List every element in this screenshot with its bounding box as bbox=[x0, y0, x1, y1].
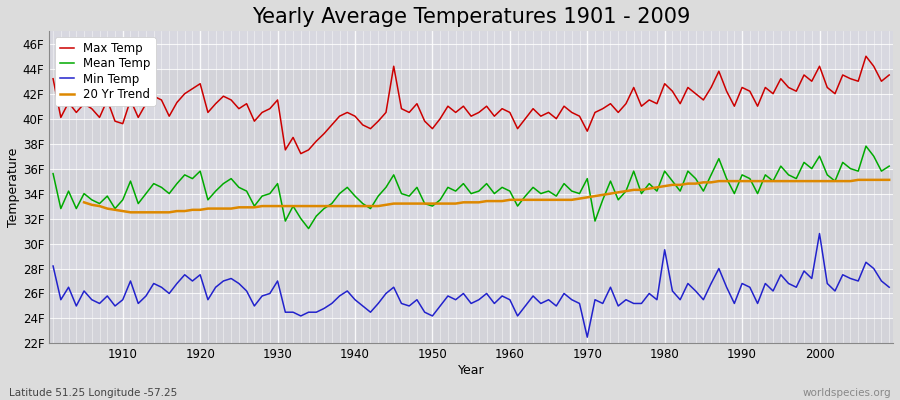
Y-axis label: Temperature: Temperature bbox=[7, 148, 20, 227]
Max Temp bbox=[884, 72, 895, 77]
Bar bbox=[50, 268, 893, 294]
Bar bbox=[50, 318, 893, 344]
20 Yr Trend bbox=[125, 210, 136, 215]
20 Yr Trend bbox=[435, 201, 446, 206]
Mean Temp bbox=[884, 164, 895, 168]
Mean Temp bbox=[48, 171, 58, 176]
20 Yr Trend bbox=[884, 178, 895, 182]
Mean Temp bbox=[504, 189, 515, 194]
Mean Temp bbox=[303, 226, 314, 231]
Mean Temp bbox=[334, 191, 345, 196]
Min Temp bbox=[504, 297, 515, 302]
Mean Temp bbox=[280, 219, 291, 224]
Mean Temp bbox=[110, 206, 121, 211]
Min Temp bbox=[110, 304, 121, 308]
X-axis label: Year: Year bbox=[458, 364, 484, 377]
Bar bbox=[50, 169, 893, 194]
Mean Temp bbox=[605, 179, 616, 184]
20 Yr Trend bbox=[396, 201, 407, 206]
Min Temp bbox=[884, 285, 895, 290]
Text: Latitude 51.25 Longitude -57.25: Latitude 51.25 Longitude -57.25 bbox=[9, 388, 177, 398]
Line: Max Temp: Max Temp bbox=[53, 56, 889, 154]
Line: 20 Yr Trend: 20 Yr Trend bbox=[84, 180, 889, 212]
Max Temp bbox=[512, 126, 523, 131]
Max Temp bbox=[860, 54, 871, 59]
Min Temp bbox=[582, 335, 593, 340]
Min Temp bbox=[605, 285, 616, 290]
Bar bbox=[50, 218, 893, 244]
Bar bbox=[50, 69, 893, 94]
Min Temp bbox=[280, 310, 291, 315]
20 Yr Trend bbox=[853, 178, 864, 182]
20 Yr Trend bbox=[667, 182, 678, 187]
Legend: Max Temp, Mean Temp, Min Temp, 20 Yr Trend: Max Temp, Mean Temp, Min Temp, 20 Yr Tre… bbox=[55, 37, 156, 106]
20 Yr Trend bbox=[86, 202, 97, 207]
Bar bbox=[50, 119, 893, 144]
Max Temp bbox=[605, 101, 616, 106]
Mean Temp bbox=[512, 204, 523, 208]
Min Temp bbox=[814, 231, 825, 236]
Min Temp bbox=[497, 294, 508, 298]
Max Temp bbox=[280, 148, 291, 152]
Max Temp bbox=[504, 110, 515, 115]
Mean Temp bbox=[860, 144, 871, 148]
20 Yr Trend bbox=[194, 208, 205, 212]
Max Temp bbox=[295, 151, 306, 156]
Min Temp bbox=[327, 301, 338, 306]
20 Yr Trend bbox=[675, 182, 686, 187]
Title: Yearly Average Temperatures 1901 - 2009: Yearly Average Temperatures 1901 - 2009 bbox=[252, 7, 690, 27]
Max Temp bbox=[110, 119, 121, 124]
Line: Mean Temp: Mean Temp bbox=[53, 146, 889, 228]
20 Yr Trend bbox=[78, 200, 89, 205]
Text: worldspecies.org: worldspecies.org bbox=[803, 388, 891, 398]
Line: Min Temp: Min Temp bbox=[53, 234, 889, 337]
Max Temp bbox=[334, 114, 345, 118]
Min Temp bbox=[48, 264, 58, 268]
Max Temp bbox=[48, 76, 58, 81]
